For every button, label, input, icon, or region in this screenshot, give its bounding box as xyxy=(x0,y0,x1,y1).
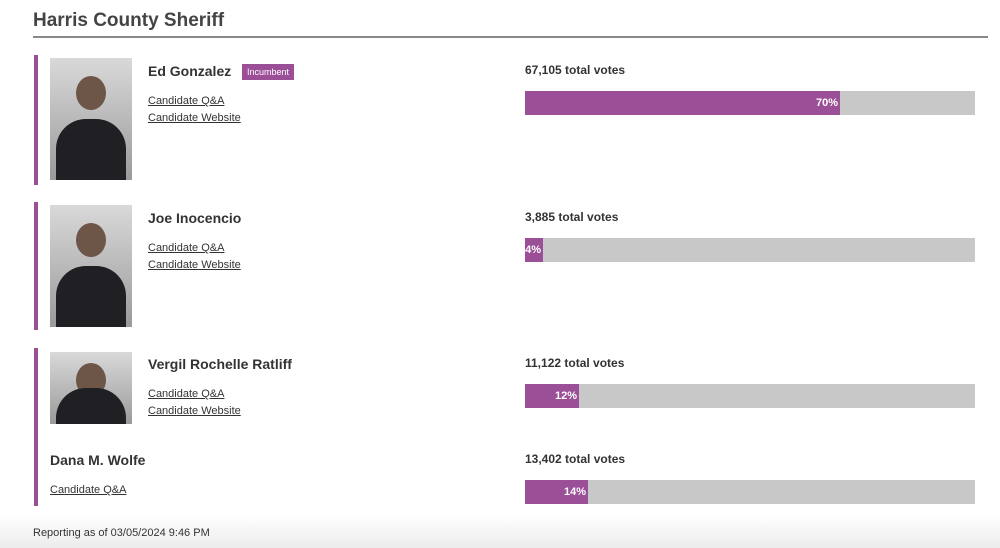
silhouette xyxy=(76,223,106,257)
candidate-link[interactable]: Candidate Q&A xyxy=(50,484,127,496)
percent-label: 70% xyxy=(815,97,838,109)
percent-label: 14% xyxy=(563,486,586,498)
incumbent-badge: Incumbent xyxy=(242,64,295,80)
silhouette xyxy=(76,76,106,110)
row-accent xyxy=(34,348,38,454)
percent-bar: 14% xyxy=(525,480,588,504)
candidate-photo xyxy=(50,352,132,424)
candidate-link[interactable]: Candidate Website xyxy=(148,405,241,417)
footer xyxy=(0,515,1000,548)
candidate-name: Dana M. Wolfe xyxy=(50,452,146,468)
candidate-name: Vergil Rochelle Ratliff xyxy=(148,356,292,372)
candidate-photo xyxy=(50,205,132,327)
candidate-link[interactable]: Candidate Website xyxy=(148,259,241,271)
candidate-link[interactable]: Candidate Website xyxy=(148,112,241,124)
percent-bar: 70% xyxy=(525,91,840,115)
total-votes: 11,122 total votes xyxy=(525,356,625,370)
bar-track: 70% xyxy=(525,91,975,115)
candidate-name: Joe Inocencio xyxy=(148,210,242,226)
bar-track: 12% xyxy=(525,384,975,408)
silhouette-body xyxy=(56,119,126,180)
percent-label: 4% xyxy=(525,244,541,256)
total-votes: 67,105 total votes xyxy=(525,63,626,77)
candidate-link[interactable]: Candidate Q&A xyxy=(148,95,225,107)
reporting-time: Reporting as of 03/05/2024 9:46 PM xyxy=(33,527,210,539)
row-accent xyxy=(34,55,38,185)
bar-track: 14% xyxy=(525,480,975,504)
bar-track: 4% xyxy=(525,238,975,262)
total-votes: 13,402 total votes xyxy=(525,452,626,466)
candidate-photo xyxy=(50,58,132,180)
candidate-name: Ed Gonzalez xyxy=(148,63,232,79)
candidate-link[interactable]: Candidate Q&A xyxy=(148,388,225,400)
row-accent xyxy=(34,444,38,506)
candidate-link[interactable]: Candidate Q&A xyxy=(148,242,225,254)
total-votes: 3,885 total votes xyxy=(525,210,619,224)
percent-bar: 4% xyxy=(525,238,543,262)
percent-bar: 12% xyxy=(525,384,579,408)
rule xyxy=(33,36,988,38)
silhouette-body xyxy=(56,266,126,327)
row-accent xyxy=(34,202,38,330)
silhouette-body xyxy=(56,388,126,424)
title: Harris County Sheriff xyxy=(33,10,225,31)
percent-label: 12% xyxy=(554,390,577,402)
